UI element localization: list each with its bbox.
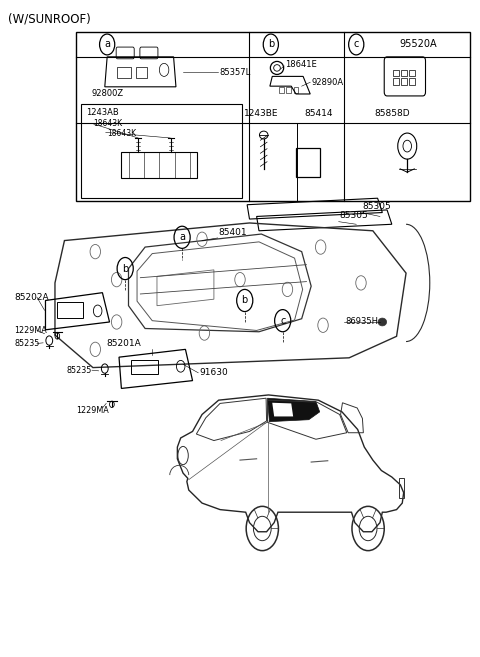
Text: (W/SUNROOF): (W/SUNROOF): [8, 12, 90, 26]
Text: 85305: 85305: [362, 202, 391, 212]
Text: c: c: [280, 315, 286, 326]
Bar: [399, 478, 404, 498]
Text: 95520A: 95520A: [399, 39, 437, 49]
Bar: [409, 70, 415, 76]
Text: 1243BE: 1243BE: [244, 109, 278, 118]
Bar: [287, 87, 291, 93]
Text: 1229MA: 1229MA: [76, 406, 109, 415]
Bar: [279, 87, 284, 93]
Text: b: b: [268, 39, 274, 49]
Text: 18641E: 18641E: [285, 60, 317, 69]
Text: 85401: 85401: [219, 227, 247, 237]
Bar: [136, 66, 147, 78]
Text: b: b: [122, 263, 128, 273]
Bar: [393, 78, 399, 85]
Bar: [294, 87, 299, 93]
Text: 85201A: 85201A: [107, 339, 141, 348]
Text: 85858D: 85858D: [374, 109, 409, 118]
Bar: [296, 148, 320, 177]
Bar: [81, 104, 242, 198]
Text: a: a: [179, 233, 185, 242]
Text: 1229MA: 1229MA: [14, 326, 48, 335]
Bar: [401, 78, 407, 85]
Polygon shape: [272, 403, 293, 417]
Bar: [393, 70, 399, 76]
Bar: [409, 78, 415, 85]
Text: 85202A: 85202A: [14, 293, 49, 302]
Text: 86935H: 86935H: [345, 317, 378, 327]
Text: 18643K: 18643K: [93, 120, 122, 128]
Text: b: b: [241, 296, 248, 306]
Text: 85357L: 85357L: [219, 68, 251, 77]
Bar: [117, 66, 131, 78]
Text: 18643K: 18643K: [107, 129, 136, 137]
Bar: [401, 70, 407, 76]
Text: 92800Z: 92800Z: [91, 89, 123, 99]
Text: a: a: [104, 39, 110, 49]
Text: c: c: [354, 39, 359, 49]
Text: 85235: 85235: [67, 366, 92, 374]
Polygon shape: [267, 398, 320, 422]
Bar: [131, 360, 158, 374]
Text: 91630: 91630: [200, 369, 228, 377]
Text: 85235: 85235: [14, 339, 40, 348]
Ellipse shape: [378, 318, 386, 326]
Text: 85414: 85414: [304, 109, 333, 118]
Bar: [76, 32, 470, 202]
Text: 85305: 85305: [340, 212, 368, 220]
Bar: [57, 302, 84, 318]
Text: 92890A: 92890A: [311, 78, 343, 87]
Text: 1243AB: 1243AB: [86, 108, 119, 118]
